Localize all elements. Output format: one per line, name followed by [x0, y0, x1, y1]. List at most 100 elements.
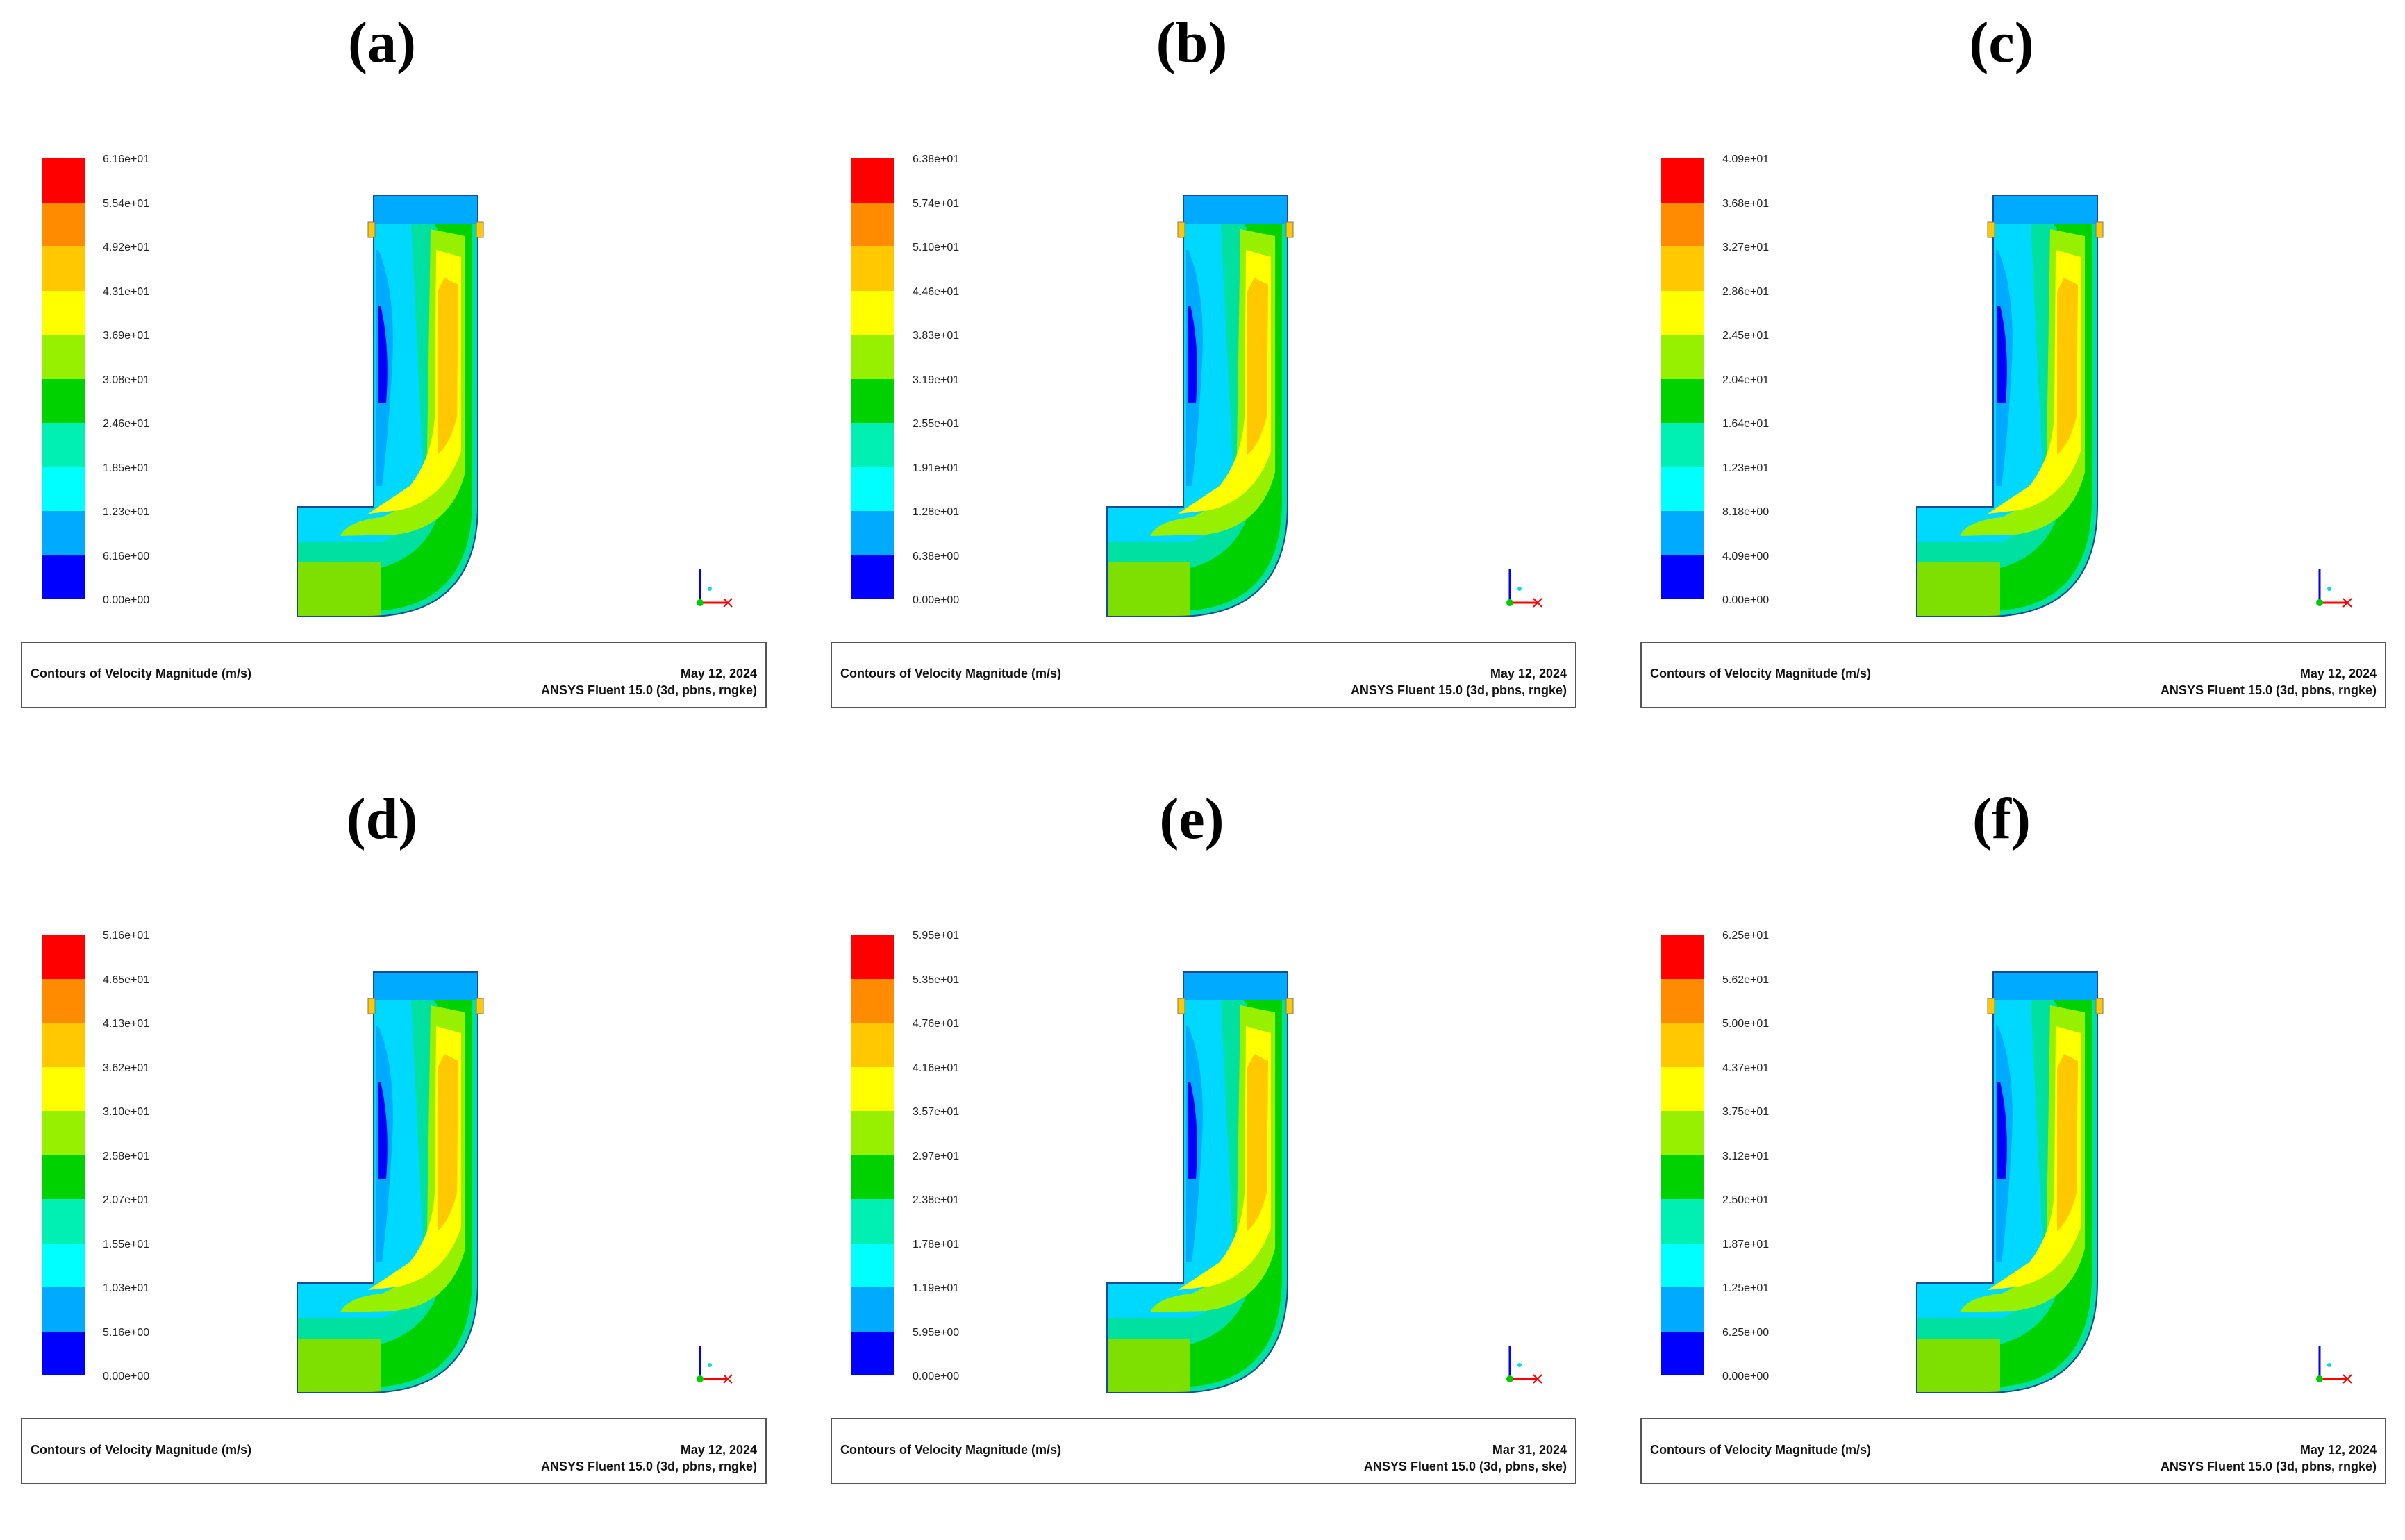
legend-tick-label: 5.54e+01 — [103, 197, 150, 210]
outlet-region — [1183, 972, 1288, 1000]
legend-tick-label: 8.18e+00 — [1722, 506, 1770, 518]
legend-tick-label: 2.50e+01 — [1722, 1194, 1770, 1206]
legend-color-block — [1661, 246, 1704, 291]
legend-color-block — [851, 935, 894, 979]
j-geometry-contour — [297, 195, 733, 617]
legend-color-block — [1661, 1111, 1704, 1155]
legend-color-block — [1661, 935, 1704, 979]
contour-panel: (e) 5.95e+01 5.35e+01 4.76e+01 4.16e+01 3.57e… — [831, 776, 1595, 1540]
contour-panel: (a) 6.16e+01 5.54e+01 4.92e+01 4.31e+01 3.69e… — [21, 0, 785, 764]
legend-tick-label: 1.64e+01 — [1722, 418, 1770, 430]
legend-color-block — [1661, 1199, 1704, 1244]
geometry-outline — [1916, 971, 2098, 1393]
outlet-region — [1993, 196, 2097, 224]
legend-tick-label: 2.38e+01 — [913, 1194, 960, 1206]
solver-info: ANSYS Fluent 15.0 (3d, pbns, rngke) — [540, 683, 757, 697]
legend-tick-label: 3.12e+01 — [1722, 1150, 1770, 1162]
legend-tick-label: 6.38e+01 — [913, 153, 960, 165]
solver-info: ANSYS Fluent 15.0 (3d, pbns, rngke) — [1350, 683, 1567, 697]
legend-tick-label: 3.10e+01 — [103, 1106, 150, 1118]
outlet-tab-left — [1177, 221, 1185, 238]
plot-title: Contours of Velocity Magnitude (m/s) — [1650, 1443, 1872, 1457]
legend-tick-label: 3.83e+01 — [913, 330, 960, 342]
panel-label: (d) — [346, 787, 418, 851]
legend-tick-label: 5.74e+01 — [913, 197, 960, 210]
legend-tick-label: 2.04e+01 — [1722, 374, 1770, 386]
legend-color-block — [851, 1155, 894, 1199]
panel-label: (c) — [1969, 10, 2034, 75]
contour-panel: (d) 5.16e+01 4.65e+01 4.13e+01 3.62e+01 3.10e… — [21, 776, 785, 1540]
outlet-tab-left — [1987, 998, 1995, 1014]
outlet-tab-right — [476, 221, 484, 238]
legend-tick-label: 0.00e+00 — [103, 594, 150, 606]
legend-tick-label: 2.86e+01 — [1722, 285, 1770, 298]
legend-color-block — [1661, 335, 1704, 379]
legend-color-block — [851, 467, 894, 511]
panel-label: (f) — [1972, 787, 2031, 851]
legend-color-block — [42, 978, 85, 1023]
legend-tick-label: 6.25e+00 — [1722, 1326, 1770, 1339]
velocity-min-region — [378, 1082, 388, 1179]
legend-color-block — [42, 290, 85, 335]
geometry-outline — [1916, 195, 2098, 617]
outlet-tab-left — [367, 998, 376, 1014]
legend-color-block — [851, 158, 894, 203]
legend-tick-label: 0.00e+00 — [913, 594, 960, 606]
info-box: Contours of Velocity Magnitude (m/s) May … — [21, 1418, 767, 1484]
legend-tick-label: 1.85e+01 — [103, 462, 150, 474]
info-box: Contours of Velocity Magnitude (m/s) May … — [1640, 1418, 2386, 1484]
legend-tick-label: 4.65e+01 — [103, 973, 150, 986]
legend-color-block — [42, 1155, 85, 1199]
inlet-region — [1107, 562, 1190, 617]
plot-date: May 12, 2024 — [2299, 667, 2377, 680]
legend-color-block — [1661, 290, 1704, 335]
plot-date: May 12, 2024 — [680, 667, 757, 680]
velocity-min-region — [1997, 306, 2007, 403]
legend-tick-label: 6.16e+01 — [103, 153, 150, 165]
legend-tick-label: 0.00e+00 — [103, 1371, 150, 1382]
legend-tick-label: 3.62e+01 — [103, 1062, 150, 1074]
legend-tick-label: 2.07e+01 — [103, 1194, 150, 1206]
legend-tick-label: 0.00e+00 — [1722, 1371, 1770, 1382]
velocity-core-orange — [438, 278, 458, 455]
legend-color-block — [1661, 467, 1704, 511]
legend-color-block — [1661, 378, 1704, 423]
legend-color-block — [42, 1331, 85, 1375]
plot-date: May 12, 2024 — [2299, 1443, 2377, 1457]
legend-tick-label: 2.45e+01 — [1722, 330, 1770, 342]
contour-panel: (f) 6.25e+01 5.62e+01 5.00e+01 4.37e+01 3.75e… — [1640, 776, 2404, 1540]
inlet-region — [297, 562, 381, 617]
geometry-outline — [1106, 971, 1288, 1393]
plot-title: Contours of Velocity Magnitude (m/s) — [1650, 667, 1872, 680]
legend-tick-label: 1.78e+01 — [913, 1238, 960, 1250]
legend-color-block — [1661, 202, 1704, 246]
legend-color-block — [851, 335, 894, 379]
legend-tick-label: 5.10e+01 — [913, 242, 960, 253]
legend-tick-label: 3.19e+01 — [913, 374, 960, 386]
legend-tick-label: 6.25e+01 — [1722, 930, 1770, 941]
legend-color-block — [1661, 1155, 1704, 1199]
legend-color-block — [1661, 1287, 1704, 1332]
contour-panel: (b) 6.38e+01 5.74e+01 5.10e+01 4.46e+01 3.83e… — [831, 0, 1595, 764]
axis-triad-icon — [697, 569, 733, 608]
color-legend: 5.16e+01 4.65e+01 4.13e+01 3.62e+01 3.10e+01… — [42, 930, 222, 1382]
j-geometry-contour — [1916, 971, 2352, 1393]
legend-tick-label: 2.58e+01 — [103, 1150, 150, 1162]
legend-tick-label: 4.13e+01 — [103, 1018, 150, 1030]
info-box: Contours of Velocity Magnitude (m/s) May … — [21, 642, 767, 708]
legend-tick-label: 3.08e+01 — [103, 374, 150, 386]
axis-triad-icon — [2316, 1346, 2352, 1384]
info-box: Contours of Velocity Magnitude (m/s) Mar … — [831, 1418, 1576, 1484]
plot-title: Contours of Velocity Magnitude (m/s) — [840, 1443, 1062, 1457]
legend-tick-label: 4.16e+01 — [913, 1062, 960, 1074]
outlet-tab-left — [1177, 998, 1185, 1014]
j-geometry-contour — [297, 971, 733, 1393]
legend-tick-label: 4.31e+01 — [103, 285, 150, 298]
legend-color-block — [1661, 1243, 1704, 1287]
legend-color-block — [851, 1199, 894, 1244]
legend-tick-label: 4.92e+01 — [103, 242, 150, 253]
legend-tick-label: 5.95e+01 — [913, 930, 960, 941]
legend-color-block — [851, 555, 894, 599]
legend-color-block — [851, 511, 894, 555]
info-box: Contours of Velocity Magnitude (m/s) May … — [1640, 642, 2386, 708]
